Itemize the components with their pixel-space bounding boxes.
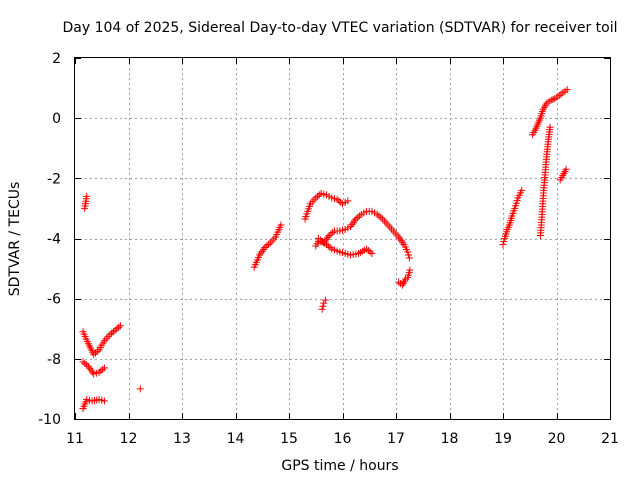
y-tick-label: 2 xyxy=(52,51,61,67)
x-tick-label: 11 xyxy=(66,431,84,447)
data-points xyxy=(79,86,571,412)
data-point xyxy=(81,359,89,367)
data-point xyxy=(100,397,108,405)
data-point xyxy=(318,305,326,313)
data-point xyxy=(518,186,526,194)
x-tick-label: 17 xyxy=(387,431,405,447)
y-tick-labels: -10 -8 -6 -4 -2 0 2 xyxy=(38,51,61,428)
data-point xyxy=(264,241,272,249)
y-tick-label: 0 xyxy=(52,111,61,127)
data-point xyxy=(315,191,323,199)
data-point xyxy=(352,215,360,223)
data-point xyxy=(99,365,107,373)
data-point xyxy=(79,358,87,366)
x-tick-label: 12 xyxy=(120,431,138,447)
data-point xyxy=(93,347,101,355)
data-point xyxy=(116,322,124,330)
y-tick-label: -4 xyxy=(47,232,61,248)
data-point xyxy=(327,230,335,238)
x-tick-label: 20 xyxy=(548,431,566,447)
data-point xyxy=(321,296,329,304)
data-point xyxy=(364,247,372,255)
data-point xyxy=(563,86,571,94)
y-tick-label: -8 xyxy=(47,352,61,368)
y-axis-label: SDTVAR / TECUs xyxy=(7,182,23,297)
x-tick-label: 16 xyxy=(334,431,352,447)
data-point xyxy=(92,349,100,357)
data-point xyxy=(97,367,105,375)
axis-ticks xyxy=(75,58,611,420)
data-point xyxy=(325,231,333,239)
data-point xyxy=(377,213,385,221)
data-point xyxy=(314,192,322,200)
data-point xyxy=(111,326,119,334)
data-point xyxy=(373,210,381,218)
data-point xyxy=(329,228,337,236)
data-point xyxy=(366,248,374,256)
data-point xyxy=(261,244,269,252)
data-point xyxy=(108,329,116,337)
data-point xyxy=(326,244,334,252)
data-point xyxy=(136,385,144,393)
x-tick-label: 21 xyxy=(601,431,619,447)
data-point xyxy=(312,194,320,202)
data-point xyxy=(113,325,121,333)
data-point xyxy=(106,331,114,339)
data-point xyxy=(404,248,412,256)
data-point xyxy=(333,195,341,203)
data-point xyxy=(405,254,413,262)
data-point xyxy=(355,212,363,220)
data-point xyxy=(344,197,352,205)
data-point xyxy=(499,241,507,249)
data-point xyxy=(95,368,103,376)
x-tick-label: 14 xyxy=(227,431,245,447)
data-point xyxy=(354,213,362,221)
data-point xyxy=(263,242,271,250)
chart-title: Day 104 of 2025, Sidereal Day-to-day VTE… xyxy=(62,20,617,36)
data-point xyxy=(320,299,328,307)
x-axis-label: GPS time / hours xyxy=(281,458,398,474)
data-point xyxy=(319,302,327,310)
data-point xyxy=(83,361,91,369)
x-tick-label: 18 xyxy=(441,431,459,447)
y-tick-label: -2 xyxy=(47,171,61,187)
x-tick-label: 19 xyxy=(494,431,512,447)
data-point xyxy=(324,242,332,250)
data-point xyxy=(562,165,570,173)
data-point xyxy=(557,90,565,98)
x-tick-label: 13 xyxy=(173,431,191,447)
x-tick-label: 15 xyxy=(280,431,298,447)
data-point xyxy=(277,221,285,229)
y-tick-label: -10 xyxy=(38,412,61,428)
data-point xyxy=(546,123,554,131)
data-point xyxy=(363,245,371,253)
data-point xyxy=(109,328,117,336)
plot-frame xyxy=(74,57,611,420)
x-tick-labels: 11 12 13 14 15 16 17 18 19 20 21 xyxy=(66,431,619,447)
data-point xyxy=(115,323,123,331)
data-point xyxy=(322,241,330,249)
data-point xyxy=(368,250,376,258)
data-point xyxy=(375,212,383,220)
data-point xyxy=(90,350,98,358)
data-point xyxy=(405,251,413,259)
data-point xyxy=(335,197,343,205)
data-point xyxy=(500,238,508,246)
grid-lines xyxy=(75,58,610,419)
y-tick-label: -6 xyxy=(47,292,61,308)
data-point xyxy=(83,192,91,200)
data-point xyxy=(100,364,108,372)
data-point xyxy=(406,266,414,274)
